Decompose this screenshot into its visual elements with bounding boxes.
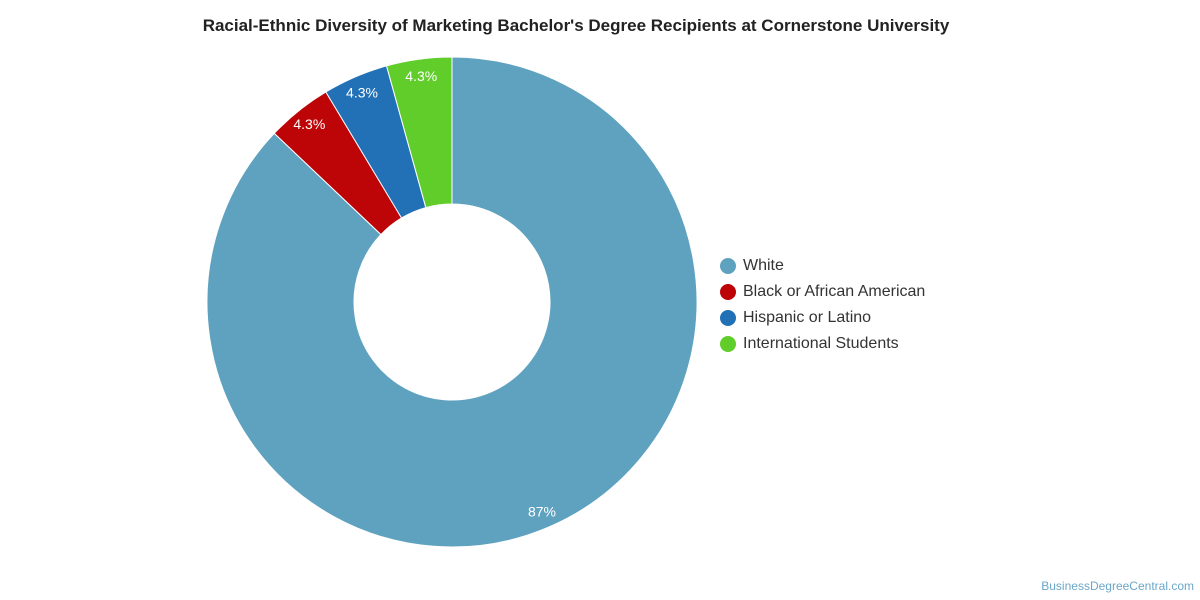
legend-swatch xyxy=(720,310,736,326)
slice-white[interactable] xyxy=(206,56,698,548)
legend-item-hispanic-or-latino[interactable]: Hispanic or Latino xyxy=(720,305,925,331)
slice-label-hispanic-or-latino: 4.3% xyxy=(346,85,378,101)
legend-label: International Students xyxy=(743,335,899,352)
legend-swatch xyxy=(720,336,736,352)
slice-international-students[interactable] xyxy=(385,56,453,209)
source-credit[interactable]: BusinessDegreeCentral.com xyxy=(1041,579,1194,593)
chart-title: Racial-Ethnic Diversity of Marketing Bac… xyxy=(202,16,950,35)
legend-label: White xyxy=(743,257,784,274)
legend-label: Hispanic or Latino xyxy=(743,309,872,326)
legend-label: Black or African American xyxy=(743,283,926,300)
slice-label-black-or-african-american: 4.3% xyxy=(293,116,325,132)
legend-item-white[interactable]: White xyxy=(720,253,925,279)
slice-label-white: 87% xyxy=(528,503,556,519)
donut-slices xyxy=(206,56,698,548)
slice-labels: 87% 4.3% 4.3% 4.3% xyxy=(293,68,556,519)
legend-swatch xyxy=(720,258,736,274)
slice-label-international-students: 4.3% xyxy=(405,68,437,84)
chart-legend: White Black or African American Hispanic o… xyxy=(720,253,925,357)
legend-item-international-students[interactable]: International Students xyxy=(720,331,925,357)
legend-swatch xyxy=(720,284,736,300)
legend-item-black-or-african-american[interactable]: Black or African American xyxy=(720,279,925,305)
